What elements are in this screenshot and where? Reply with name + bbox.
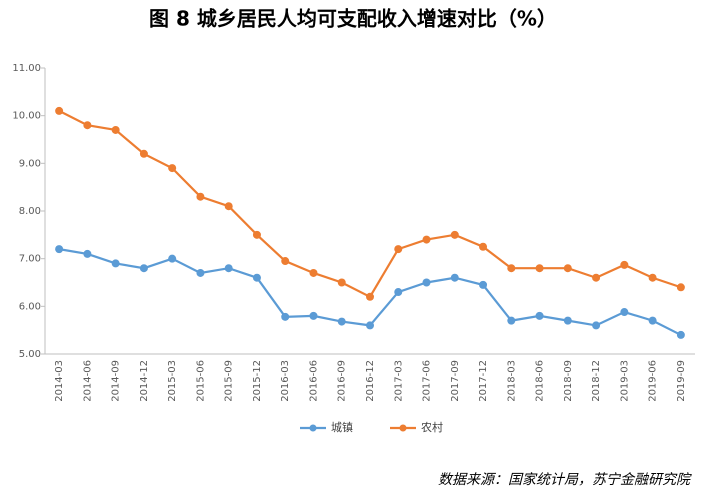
legend-label: 城镇 xyxy=(331,420,353,434)
point xyxy=(337,278,346,287)
chart-title: 图 8 城乡居民人均可支配收入增速对比（%） xyxy=(149,7,557,31)
point xyxy=(281,257,290,266)
legend-marker xyxy=(309,424,317,432)
point xyxy=(450,273,459,282)
x-tick-label: 2014-12 xyxy=(139,360,150,402)
point xyxy=(224,202,233,211)
point xyxy=(422,278,431,287)
point xyxy=(83,249,92,258)
x-tick-label: 2014-09 xyxy=(111,360,122,402)
point xyxy=(394,288,403,297)
point xyxy=(507,264,516,273)
point xyxy=(535,264,544,273)
y-tick-label: 9.00 xyxy=(19,158,41,169)
x-tick-label: 2019-06 xyxy=(648,360,659,402)
point xyxy=(111,125,120,134)
y-tick-label: 8.00 xyxy=(19,206,41,217)
point xyxy=(168,164,177,173)
point xyxy=(648,273,657,282)
point xyxy=(196,268,205,277)
x-tick-label: 2014-03 xyxy=(54,360,65,402)
x-tick-label: 2017-03 xyxy=(393,360,404,402)
x-tick-label: 2015-06 xyxy=(195,360,206,402)
point xyxy=(55,245,64,254)
point xyxy=(281,312,290,321)
point xyxy=(252,273,261,282)
point xyxy=(55,106,64,115)
x-tick-label: 2019-09 xyxy=(676,360,687,402)
x-tick-label: 2016-06 xyxy=(308,360,319,402)
point xyxy=(139,264,148,273)
x-tick-label: 2018-12 xyxy=(591,360,602,402)
point xyxy=(422,235,431,244)
point xyxy=(592,321,601,330)
point xyxy=(309,311,318,320)
y-tick-label: 5.00 xyxy=(19,349,41,360)
x-tick-label: 2018-03 xyxy=(506,360,517,402)
x-tick-label: 2015-12 xyxy=(252,360,263,402)
y-tick-label: 7.00 xyxy=(19,254,41,265)
x-tick-label: 2018-06 xyxy=(535,360,546,402)
y-tick-label: 6.00 xyxy=(19,301,41,312)
point xyxy=(592,273,601,282)
point xyxy=(648,316,657,325)
point xyxy=(620,260,629,269)
point xyxy=(563,264,572,273)
legend-label: 农村 xyxy=(421,420,443,434)
x-tick-label: 2014-06 xyxy=(82,360,93,402)
x-tick-label: 2015-03 xyxy=(167,360,178,402)
point xyxy=(111,259,120,268)
point xyxy=(507,316,516,325)
source: 数据来源：国家统计局，苏宁金融研究院 xyxy=(438,472,692,488)
point xyxy=(394,245,403,254)
x-tick-label: 2018-09 xyxy=(563,360,574,402)
point xyxy=(224,264,233,273)
series-line xyxy=(58,109,682,299)
x-tick-label: 2019-03 xyxy=(619,360,630,402)
point xyxy=(563,316,572,325)
y-tick-label: 10.00 xyxy=(12,111,41,122)
x-tick-label: 2017-12 xyxy=(478,360,489,402)
point xyxy=(479,280,488,289)
x-tick-label: 2016-09 xyxy=(337,360,348,402)
point xyxy=(620,308,629,317)
point xyxy=(196,192,205,201)
point xyxy=(168,254,177,263)
y-tick-label: 11.00 xyxy=(12,63,41,74)
point xyxy=(366,292,374,301)
point xyxy=(337,317,346,326)
x-tick-label: 2016-12 xyxy=(365,360,376,402)
point xyxy=(676,330,685,339)
point xyxy=(366,321,374,330)
x-tick-label: 2016-03 xyxy=(280,360,291,402)
point xyxy=(535,311,544,320)
point xyxy=(479,242,488,251)
point xyxy=(139,149,148,158)
x-tick-label: 2017-06 xyxy=(422,360,433,402)
legend-marker xyxy=(399,424,407,432)
x-tick-label: 2017-09 xyxy=(450,360,461,402)
point xyxy=(309,268,318,277)
point xyxy=(450,230,459,239)
point xyxy=(676,283,685,292)
point xyxy=(83,121,92,130)
point xyxy=(252,230,261,239)
x-tick-label: 2015-09 xyxy=(224,360,235,402)
